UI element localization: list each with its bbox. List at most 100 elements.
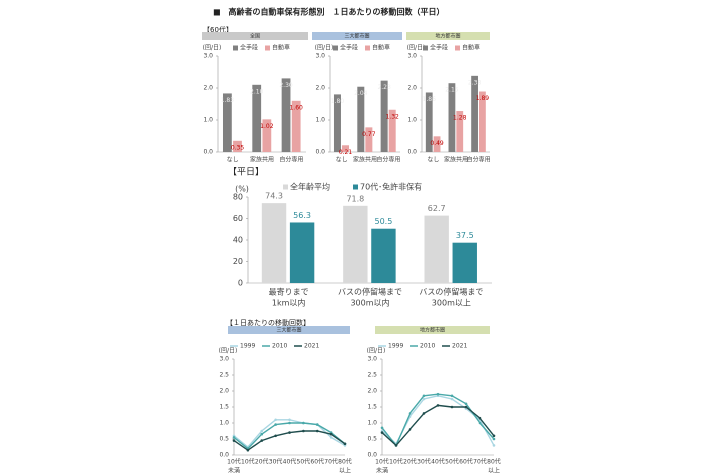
legend-label: 全手段 bbox=[240, 44, 258, 52]
bar bbox=[252, 84, 262, 152]
point bbox=[260, 439, 264, 442]
x-tick-label: 50代 bbox=[297, 458, 311, 466]
value-label: 1.28 bbox=[453, 115, 467, 122]
x-tick-label: 未満 bbox=[228, 467, 240, 474]
section-label: 【平日】 bbox=[228, 167, 264, 178]
panel-title: 三大都市圏 bbox=[276, 327, 301, 334]
y-tick-label: 40 bbox=[233, 236, 243, 245]
y-tick-label: 20 bbox=[233, 257, 243, 266]
point bbox=[260, 432, 264, 436]
y-tick-label: 60 bbox=[233, 214, 243, 223]
panel-title: 全国 bbox=[250, 33, 260, 40]
x-tick-label: 10代 bbox=[227, 458, 241, 466]
y-tick-label: 2.0 bbox=[367, 388, 377, 395]
bar bbox=[342, 145, 350, 152]
legend-label: 2021 bbox=[304, 343, 319, 350]
y-tick-label: 1.0 bbox=[407, 117, 417, 124]
y-tick-label: 2.0 bbox=[203, 85, 213, 92]
legend-swatch bbox=[283, 184, 288, 190]
panel-header bbox=[312, 32, 402, 40]
x-tick-label: 家族共用 bbox=[250, 156, 274, 164]
x-tick-label: 自分専用 bbox=[467, 156, 491, 164]
y-tick-label: 0 bbox=[238, 279, 243, 288]
x-tick-label: 未満 bbox=[376, 467, 388, 474]
x-tick-label: 10代 bbox=[241, 458, 255, 466]
legend-label: 全手段 bbox=[340, 44, 358, 52]
point bbox=[394, 444, 398, 447]
point bbox=[408, 428, 412, 431]
point bbox=[274, 418, 277, 422]
value-label: 1.32 bbox=[386, 113, 400, 120]
y-tick-label: 3.0 bbox=[315, 53, 325, 60]
point bbox=[329, 436, 333, 439]
x-tick-label: なし bbox=[227, 157, 239, 164]
legend-label: 全年齢平均 bbox=[290, 182, 330, 192]
panel-title: 地方都市圏 bbox=[435, 33, 460, 40]
point bbox=[232, 439, 236, 442]
value-label: 71.8 bbox=[346, 194, 364, 203]
panel-header bbox=[406, 32, 490, 40]
point bbox=[492, 444, 496, 447]
value-label: 50.5 bbox=[375, 217, 393, 226]
y-tick-label: 3.0 bbox=[203, 53, 213, 60]
y-tick-label: 2.0 bbox=[219, 388, 229, 395]
bar bbox=[479, 91, 486, 152]
section-label: 【１日あたりの移動回数】 bbox=[226, 318, 310, 327]
bar bbox=[289, 222, 315, 283]
bar bbox=[424, 215, 449, 283]
value-label: 2.04 bbox=[354, 90, 368, 97]
legend-label: 2010 bbox=[272, 343, 287, 350]
value-label: 0.49 bbox=[430, 140, 444, 147]
value-label: 74.3 bbox=[265, 192, 283, 201]
point bbox=[422, 397, 426, 401]
panel-header bbox=[375, 326, 490, 334]
legend-label: 2010 bbox=[420, 343, 435, 350]
x-tick-label: 70代 bbox=[473, 458, 487, 466]
y-tick-label: 3.0 bbox=[219, 356, 229, 363]
x-tick-label: 以上 bbox=[339, 467, 351, 474]
x-tick-label: なし bbox=[427, 157, 439, 164]
x-tick-label: 家族共用 bbox=[353, 156, 377, 164]
legend-swatch bbox=[365, 45, 370, 51]
x-tick-label: 30代 bbox=[417, 458, 431, 466]
x-tick-label: 1km以内 bbox=[272, 298, 306, 308]
point bbox=[288, 418, 291, 422]
bar bbox=[333, 94, 341, 152]
point bbox=[329, 432, 333, 436]
y-axis-label: (%) bbox=[235, 185, 249, 194]
bar bbox=[452, 242, 477, 283]
x-tick-label: 60代 bbox=[459, 458, 473, 466]
point bbox=[315, 423, 319, 426]
value-label: 0.21 bbox=[339, 149, 353, 156]
point bbox=[288, 431, 291, 434]
y-tick-label: 1.0 bbox=[219, 420, 229, 427]
value-label: 1.83 bbox=[221, 97, 235, 104]
bar bbox=[291, 100, 301, 152]
value-label: 1.86 bbox=[423, 96, 437, 103]
x-tick-label: 300m以上 bbox=[432, 299, 471, 308]
y-tick-label: 1.0 bbox=[315, 117, 325, 124]
x-tick-label: バスの停留場まで bbox=[419, 287, 483, 297]
bar bbox=[456, 111, 464, 152]
point bbox=[274, 434, 277, 438]
x-tick-label: 自分専用 bbox=[376, 156, 400, 164]
y-tick-label: 80 bbox=[233, 193, 243, 202]
value-label: 1.02 bbox=[260, 123, 274, 130]
legend-label: 全手段 bbox=[430, 44, 448, 52]
value-label: 1.60 bbox=[289, 104, 303, 111]
legend-swatch bbox=[455, 45, 460, 51]
y-tick-label: 0.0 bbox=[407, 149, 417, 156]
point bbox=[288, 421, 291, 425]
bar bbox=[222, 93, 232, 152]
value-label: 37.5 bbox=[456, 231, 474, 240]
x-tick-label: 60代 bbox=[310, 458, 324, 466]
x-tick-label: 30代 bbox=[269, 458, 283, 466]
legend-swatch bbox=[333, 45, 338, 51]
point bbox=[436, 392, 440, 396]
value-label: 0.77 bbox=[362, 131, 376, 138]
x-tick-label: 10代 bbox=[375, 458, 389, 466]
bar bbox=[448, 83, 456, 152]
section-label: 【60代】 bbox=[203, 25, 233, 34]
value-label: 1.89 bbox=[476, 95, 490, 102]
point bbox=[302, 429, 305, 433]
